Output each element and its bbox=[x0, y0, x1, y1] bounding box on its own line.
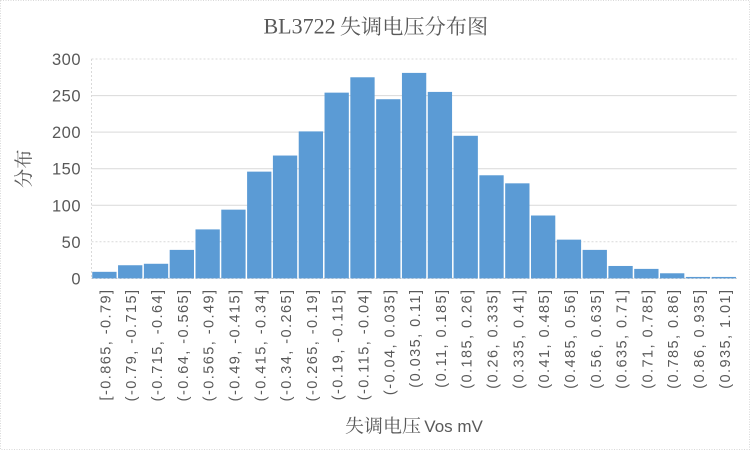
svg-text:BL3722: BL3722 bbox=[264, 14, 336, 39]
svg-text:(0.71, 0.785]: (0.71, 0.785] bbox=[640, 289, 656, 389]
svg-text:250: 250 bbox=[52, 88, 81, 106]
svg-text:50: 50 bbox=[62, 234, 81, 252]
svg-text:(-0.115, -0.04]: (-0.115, -0.04] bbox=[356, 289, 372, 401]
svg-text:300: 300 bbox=[52, 51, 81, 69]
svg-text:(0.41, 0.485]: (0.41, 0.485] bbox=[537, 289, 553, 389]
svg-text:(-0.265, -0.19]: (-0.265, -0.19] bbox=[305, 289, 321, 402]
svg-text:(-0.79, -0.715]: (-0.79, -0.715] bbox=[124, 289, 140, 402]
svg-text:(-0.49, -0.415]: (-0.49, -0.415] bbox=[227, 289, 243, 402]
svg-text:(-0.19, -0.115]: (-0.19, -0.115] bbox=[331, 289, 347, 401]
svg-text:[-0.865, -0.79]: [-0.865, -0.79] bbox=[98, 289, 114, 401]
svg-text:(-0.34, -0.265]: (-0.34, -0.265] bbox=[279, 289, 295, 402]
svg-text:200: 200 bbox=[52, 124, 81, 142]
svg-text:(0.26, 0.335]: (0.26, 0.335] bbox=[486, 289, 502, 389]
svg-text:(0.335, 0.41]: (0.335, 0.41] bbox=[511, 289, 527, 389]
svg-text:(0.485, 0.56]: (0.485, 0.56] bbox=[563, 289, 579, 389]
svg-text:Vos mV: Vos mV bbox=[424, 417, 483, 436]
svg-text:(0.185, 0.26]: (0.185, 0.26] bbox=[460, 289, 476, 389]
svg-text:(0.035, 0.11]: (0.035, 0.11] bbox=[408, 289, 424, 388]
svg-text:(0.935, 1.01]: (0.935, 1.01] bbox=[718, 289, 734, 389]
svg-text:(-0.04, 0.035]: (-0.04, 0.035] bbox=[382, 289, 398, 396]
svg-text:(0.86, 0.935]: (0.86, 0.935] bbox=[692, 289, 708, 389]
svg-text:(0.635, 0.71]: (0.635, 0.71] bbox=[615, 289, 631, 389]
svg-text:(-0.64, -0.565]: (-0.64, -0.565] bbox=[176, 289, 192, 402]
svg-text:100: 100 bbox=[52, 197, 81, 215]
svg-text:150: 150 bbox=[52, 161, 81, 179]
svg-text:0: 0 bbox=[71, 270, 81, 288]
svg-text:(-0.415, -0.34]: (-0.415, -0.34] bbox=[253, 289, 269, 402]
svg-text:(-0.565, -0.49]: (-0.565, -0.49] bbox=[202, 289, 218, 402]
svg-text:(0.11, 0.185]: (0.11, 0.185] bbox=[434, 289, 450, 388]
svg-text:(-0.715, -0.64]: (-0.715, -0.64] bbox=[150, 289, 166, 402]
svg-text:(0.56, 0.635]: (0.56, 0.635] bbox=[589, 289, 605, 389]
svg-text:(0.785, 0.86]: (0.785, 0.86] bbox=[666, 289, 682, 389]
